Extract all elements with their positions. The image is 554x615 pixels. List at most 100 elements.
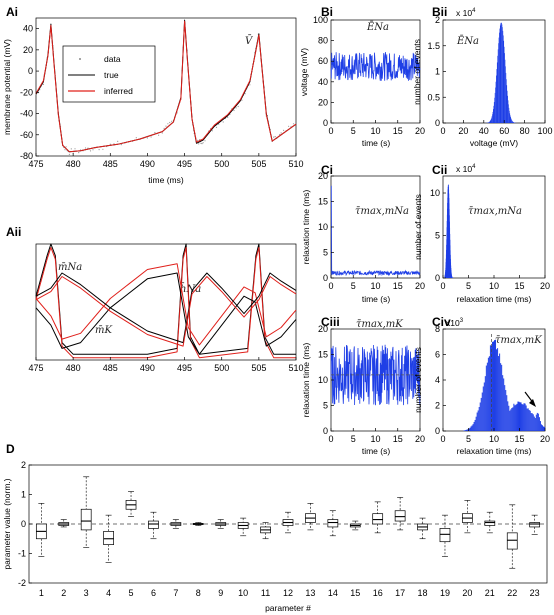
- hist-bar-tau-mk: [530, 413, 532, 431]
- pCi-ytick-label: 5: [323, 248, 328, 258]
- hist-bar-tau-mk: [475, 416, 477, 431]
- hist-bar-ena: [499, 25, 501, 124]
- xtick-label: 1: [39, 588, 44, 598]
- hist-bar-ena: [490, 120, 491, 123]
- xtick-label: 14: [328, 588, 338, 598]
- multiplier-cii: x 104: [456, 164, 476, 174]
- multiplier-bii: x 104: [456, 8, 476, 18]
- panel-label-ci: Ci: [321, 163, 333, 177]
- hist-bar-ena: [506, 90, 508, 123]
- hist-bar-tau-mk: [506, 395, 508, 431]
- pBi-xtick-label: 20: [415, 126, 425, 136]
- hist-bar-tau-mk: [469, 427, 471, 431]
- hist-bar-tau-mk: [537, 413, 539, 431]
- hist-bar-tau-mk: [515, 404, 517, 431]
- ylabel-ci: relaxation time (ms): [301, 190, 311, 265]
- hist-bar-tau-mk: [498, 356, 500, 431]
- data-point: [64, 149, 66, 151]
- hist-bar-tau-mk: [511, 408, 513, 431]
- hist-bar-ena: [501, 22, 502, 124]
- xtick-label: 3: [84, 588, 89, 598]
- hist-bar-tau-mk: [538, 417, 540, 431]
- pCiv-xtick-label: 15: [514, 434, 524, 444]
- pBii-xtick-label: 60: [499, 126, 509, 136]
- legend-label-data: data: [104, 54, 121, 64]
- data-point: [249, 84, 251, 86]
- pCiii-ytick-label: 0: [323, 426, 328, 436]
- annotation-tauk-ciii: τ̄max,mK: [356, 319, 403, 330]
- hist-bar-ena: [513, 122, 515, 123]
- hist-bar-tau-mk: [492, 341, 494, 431]
- hist-bar-ena: [503, 46, 505, 123]
- hist-bar-tau-mk: [466, 429, 468, 431]
- data-point: [169, 121, 171, 124]
- hist-bar-tau-mk: [524, 403, 526, 431]
- pCiii-xtick-label: 0: [328, 434, 333, 444]
- ylabel-bii: number of events: [412, 39, 422, 105]
- hist-bar-tau-mk: [500, 363, 502, 431]
- hist-bar-tau-mk: [543, 426, 545, 431]
- data-point: [279, 133, 281, 136]
- multiplier-civ: x103: [446, 318, 464, 328]
- pBii-ytick-label: 0.5: [427, 92, 440, 102]
- xtick-label: 15: [350, 588, 360, 598]
- hist-bar-ena: [510, 118, 512, 123]
- hist-bar-tau-mk: [507, 401, 509, 431]
- pCiv-xtick-label: 0: [440, 434, 445, 444]
- hist-bar-ena: [507, 100, 509, 123]
- hist-bar-tau-mk: [478, 407, 480, 431]
- aii-xtick-label: 485: [103, 363, 118, 373]
- aii-xtick-label: 510: [288, 363, 303, 373]
- ylabel-d: parameter value (norm.): [2, 478, 12, 569]
- trace-ena: [330, 52, 421, 81]
- ylabel-bi: voltage (mV): [299, 48, 309, 96]
- pCi-ytick-label: 20: [318, 171, 328, 181]
- xtick-label: 7: [173, 588, 178, 598]
- hist-bar-ena: [511, 119, 512, 123]
- ytick-label: 0: [21, 519, 26, 529]
- data-point: [273, 136, 275, 138]
- hist-bar-ena: [493, 102, 495, 123]
- xtick-label: 12: [283, 588, 293, 598]
- hist-bar-tau-mk: [528, 409, 530, 431]
- ytick-label: 1: [21, 490, 26, 500]
- xlabel-bi: time (s): [362, 138, 391, 148]
- hist-bar-tau-mk: [474, 419, 476, 431]
- hist-bar-tau-mk: [503, 378, 505, 431]
- ylabel-cii: number of events: [413, 194, 423, 260]
- hist-bar-tau-mk: [540, 424, 542, 431]
- xlabel-ciii: time (s): [362, 446, 391, 456]
- pCi-ytick-label: 10: [318, 222, 328, 232]
- data-point: [227, 116, 229, 118]
- hist-bar-tau-mk: [535, 414, 537, 431]
- ylabel-civ: number of events: [413, 347, 423, 413]
- hist-bar-tau-mk: [490, 345, 492, 431]
- pCiii-xtick-label: 10: [370, 434, 380, 444]
- series-line-inferred-1: [35, 247, 296, 359]
- pBii-ytick-label: 2: [435, 15, 440, 25]
- hist-bar-tau-mk: [526, 408, 528, 431]
- data-point: [150, 136, 152, 138]
- pCiii-ytick-label: 10: [318, 375, 328, 385]
- hist-bar-ena: [505, 66, 506, 123]
- chart-ciii: τ̄max,mK time (s) relaxation time (ms) 0…: [301, 319, 425, 456]
- series-line-inferred-2: [35, 263, 297, 346]
- data-point: [198, 143, 200, 145]
- annotation-tauna-cii: τ̄max,mNa: [468, 206, 522, 217]
- data-point: [235, 107, 237, 109]
- legend-box: [62, 45, 156, 103]
- hist-bar-ena: [502, 30, 504, 124]
- xtick-label: 17: [395, 588, 405, 598]
- data-point: [135, 137, 137, 139]
- hist-bar-tau-mk: [483, 382, 485, 431]
- hist-bar-tau-mk: [542, 426, 544, 431]
- chart-cii: x 104 τ̄max,mNa relaxation time (ms) num…: [413, 164, 550, 304]
- hist-bar-ena: [492, 114, 493, 123]
- hist-bar-tau-mk: [516, 403, 518, 431]
- hist-bar-tau-mk: [477, 410, 479, 431]
- data-point: [161, 132, 163, 134]
- xlabel-d: parameter #: [265, 603, 311, 613]
- data-point: [92, 149, 94, 151]
- xtick-label: 18: [418, 588, 428, 598]
